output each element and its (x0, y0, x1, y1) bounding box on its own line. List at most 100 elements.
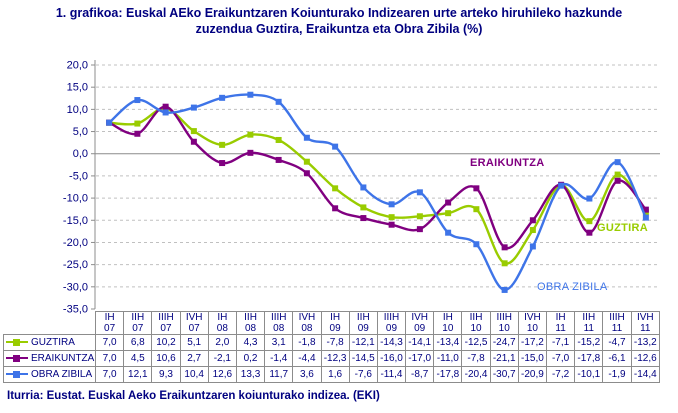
data-point-marker (473, 185, 480, 192)
value-cell: -16,0 (376, 350, 407, 367)
data-point-marker (303, 170, 310, 177)
series-label-obra-zibila: OBRA ZIBILA (537, 281, 608, 293)
table-row-eraikuntza: ERAIKUNTZA 7,0 4,5 10,6 2,7 -2,1 0,2 -1,4 -4,4 -1… (3, 350, 661, 367)
value-cell: 11,7 (264, 366, 294, 383)
value-cell: 3,6 (292, 366, 322, 383)
y-axis-tick-label: 15,0 (67, 82, 88, 94)
data-point-marker (219, 94, 226, 101)
data-point-marker (445, 229, 452, 236)
value-cell: -17,8 (574, 350, 604, 367)
data-point-marker (190, 128, 197, 135)
data-point-marker (501, 260, 508, 267)
data-point-marker (445, 210, 452, 217)
series-label-eraikuntza: ERAIKUNTZA (470, 157, 545, 169)
y-axis-tick-label: 0,0 (73, 148, 88, 160)
x-axis-label: IVH 08 (292, 311, 322, 335)
value-cell: -1,4 (264, 350, 294, 367)
value-cell: 5,1 (179, 334, 209, 351)
value-cell: 7,0 (94, 350, 125, 367)
data-point-marker (445, 199, 452, 206)
x-axis-label: IVH 07 (179, 311, 209, 335)
value-cell: -13,4 (433, 334, 463, 351)
x-axis-label: IIIH 09 (376, 311, 407, 335)
data-point-marker (332, 185, 339, 192)
x-axis-label: IIH 10 (461, 311, 491, 335)
value-cell: 6,8 (123, 334, 153, 351)
legend-marker-icon (13, 354, 20, 362)
value-cell: 1,6 (320, 366, 350, 383)
y-axis-tick-label: -30,0 (63, 281, 88, 293)
value-cell: 12,1 (123, 366, 153, 383)
data-point-marker (416, 226, 423, 233)
x-axis-label: IVH 11 (630, 311, 661, 335)
value-cell: -14,3 (376, 334, 407, 351)
x-axis-label: IH 11 (545, 311, 576, 335)
legend-cell-obra-zibila: OBRA ZIBILA (3, 366, 96, 383)
y-axis-tick-label: -25,0 (63, 259, 88, 271)
chart-title-line2: zuzendua Guztira, Eraikuntza eta Obra Zi… (195, 22, 483, 36)
legend-marker-icon (13, 338, 20, 346)
data-point-marker (388, 201, 395, 208)
value-cell: -7,8 (320, 334, 350, 351)
value-cell: -12,1 (348, 334, 378, 351)
value-cell: 13,3 (235, 366, 266, 383)
value-cell: -11,4 (376, 366, 407, 383)
legend-key-icon (6, 338, 28, 347)
legend-key-icon (6, 354, 28, 363)
value-cell: 2,7 (179, 350, 209, 367)
value-cell: 0,2 (235, 350, 266, 367)
value-cell: 10,4 (179, 366, 209, 383)
value-cell: -7,2 (545, 366, 576, 383)
y-axis-tick-label: -5,0 (69, 170, 88, 182)
y-axis-tick-label: -15,0 (63, 215, 88, 227)
data-point-marker (614, 177, 621, 184)
data-point-marker (134, 120, 141, 127)
data-point-marker (388, 221, 395, 228)
data-point-marker (247, 131, 254, 138)
legend-key-icon (6, 370, 28, 379)
table-row-guztira: GUZTIRA 7,0 6,8 10,2 5,1 2,0 4,3 3,1 -1,8 -7,8 -12… (3, 334, 661, 351)
data-point-marker (558, 182, 565, 189)
legend-label: OBRA ZIBILA (31, 368, 93, 380)
y-axis-tick-label: -35,0 (63, 304, 88, 316)
value-cell: -24,7 (489, 334, 519, 351)
data-point-marker (388, 214, 395, 221)
data-point-marker (190, 104, 197, 111)
value-cell: -14,4 (630, 366, 661, 383)
table-row-obra-zibila: OBRA ZIBILA 7,0 12,1 9,3 10,4 12,6 13,3 11,7 3,6… (3, 366, 661, 383)
data-point-marker (275, 156, 282, 163)
y-axis-tick-label: -10,0 (63, 193, 88, 205)
value-cell: -1,8 (292, 334, 322, 351)
data-point-marker (219, 160, 226, 167)
value-cell: -13,2 (630, 334, 661, 351)
x-axis-label: IIIH 08 (264, 311, 294, 335)
data-point-marker (247, 91, 254, 98)
y-axis-tick-label: 20,0 (67, 60, 88, 72)
value-cell: -6,1 (602, 350, 632, 367)
source-note: Iturria: Eustat. Euskal Aeko Eraikuntzar… (7, 390, 380, 402)
data-point-marker (473, 206, 480, 213)
data-point-marker (529, 227, 536, 234)
chart-title-line1: 1. grafikoa: Euskal AEko Eraikuntzaren K… (55, 6, 623, 20)
data-point-marker (275, 136, 282, 143)
x-axis-label: IVH 10 (517, 311, 548, 335)
value-cell: 12,6 (207, 366, 237, 383)
value-cell: 10,6 (151, 350, 181, 367)
value-cell: -30,7 (489, 366, 519, 383)
value-cell: -7,1 (545, 334, 576, 351)
x-axis-label: IH 10 (433, 311, 463, 335)
value-cell: -17,0 (405, 350, 435, 367)
data-point-marker (529, 217, 536, 224)
legend-label: ERAIKUNTZA (31, 352, 95, 364)
data-point-marker (162, 109, 169, 116)
data-point-marker (529, 243, 536, 250)
value-cell: 2,0 (207, 334, 237, 351)
x-axis-label: IH 07 (94, 311, 125, 335)
data-point-marker (586, 229, 593, 236)
value-cell: -17,8 (433, 366, 463, 383)
value-cell: -10,1 (574, 366, 604, 383)
value-cell: 10,2 (151, 334, 181, 351)
value-cell: -14,5 (348, 350, 378, 367)
legend-cell-eraikuntza: ERAIKUNTZA (3, 350, 96, 367)
